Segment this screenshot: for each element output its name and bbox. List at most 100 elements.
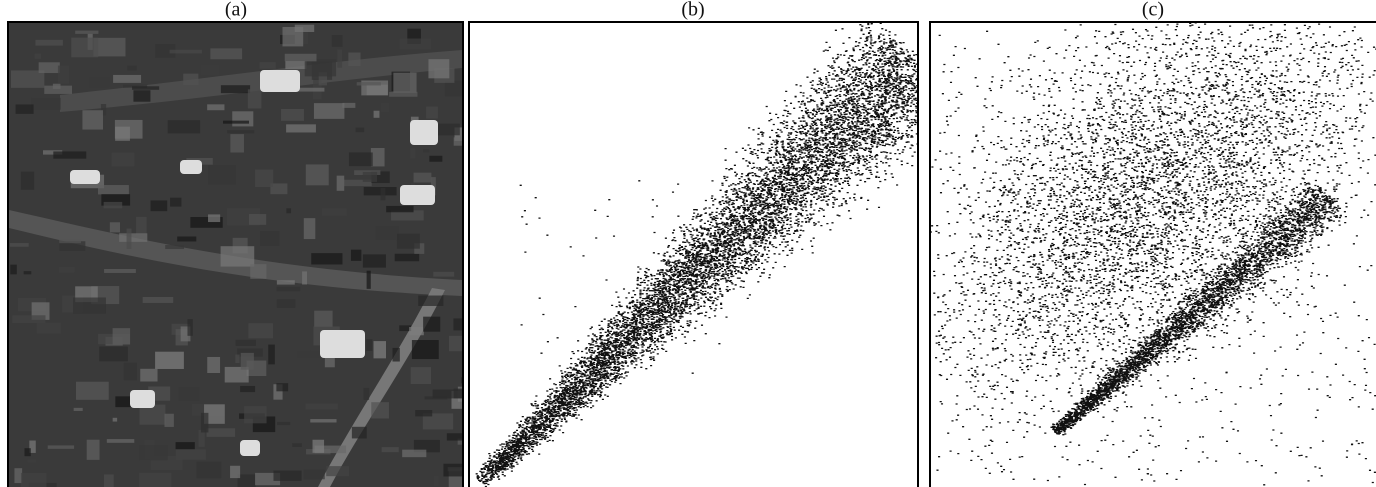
road	[318, 288, 445, 487]
image-patch	[183, 73, 199, 86]
image-patch	[115, 126, 130, 141]
image-highlight	[260, 70, 300, 92]
scatter-texture	[475, 23, 917, 487]
image-patch	[198, 429, 205, 447]
image-patch	[206, 428, 236, 437]
image-patch	[424, 396, 448, 400]
image-patch	[392, 347, 400, 362]
image-highlight	[70, 170, 100, 184]
image-patch	[270, 183, 288, 195]
image-patch	[433, 475, 439, 487]
image-patch	[276, 299, 296, 308]
image-patch	[432, 389, 462, 399]
image-patch	[249, 214, 267, 225]
image-patch	[58, 266, 75, 273]
image-patch	[76, 381, 109, 400]
image-patch	[366, 270, 371, 289]
image-patch	[71, 37, 99, 58]
image-patch	[409, 327, 424, 336]
image-patch	[167, 120, 201, 134]
image-patch	[411, 340, 439, 360]
image-patch	[313, 103, 345, 119]
image-patch	[10, 264, 17, 275]
image-highlight	[400, 185, 435, 205]
image-patch	[75, 30, 99, 34]
image-patch	[284, 53, 317, 62]
panel-label: (a)	[225, 0, 247, 21]
image-patch	[448, 335, 462, 352]
image-patch	[371, 171, 390, 184]
image-patch	[375, 225, 399, 241]
image-patch	[132, 86, 160, 90]
image-patch	[276, 421, 291, 426]
image-patch	[111, 152, 135, 167]
image-patch	[240, 352, 254, 370]
image-patch	[208, 165, 237, 185]
image-patch	[112, 328, 131, 345]
image-patch	[362, 254, 386, 268]
image-patch	[422, 413, 454, 430]
image-patch	[155, 44, 176, 58]
image-patch	[446, 433, 462, 441]
panel-frame	[929, 21, 1376, 487]
image-patch	[413, 439, 440, 453]
image-patch	[210, 48, 243, 60]
image-patch	[119, 233, 148, 242]
image-patch	[44, 85, 73, 94]
panel-label: (b)	[681, 0, 704, 21]
image-patch	[164, 413, 174, 427]
image-patch	[380, 187, 386, 201]
image-patch	[142, 297, 174, 303]
image-highlight	[130, 390, 155, 408]
image-highlight	[320, 330, 365, 358]
image-patch	[247, 89, 262, 109]
image-patch	[230, 134, 244, 153]
image-patch	[100, 104, 107, 116]
image-patch	[337, 49, 343, 68]
image-patch	[453, 318, 462, 331]
image-patch	[389, 91, 418, 97]
image-patch	[250, 264, 267, 279]
image-patch	[15, 104, 34, 114]
image-patch	[410, 367, 432, 385]
image-patch	[112, 417, 118, 422]
image-patch	[331, 35, 343, 47]
image-patch	[294, 87, 325, 92]
image-patch	[436, 123, 460, 136]
image-patch	[373, 110, 380, 118]
image-patch	[34, 53, 42, 59]
image-patch	[303, 218, 316, 240]
image-patch	[208, 214, 221, 223]
image-patch	[93, 37, 126, 57]
image-patch	[235, 354, 240, 364]
image-patch	[200, 64, 220, 76]
image-patch	[53, 151, 87, 159]
image-patch	[292, 443, 302, 447]
image-patch	[381, 447, 399, 453]
panel-frame	[7, 21, 464, 487]
image-patch	[115, 396, 132, 408]
image-patch	[36, 322, 61, 334]
image-patch	[165, 244, 185, 250]
image-patch	[248, 323, 273, 339]
image-patch	[190, 217, 223, 228]
image-patch	[240, 385, 256, 393]
image-patch	[103, 474, 114, 487]
road	[9, 210, 462, 296]
image-patch	[27, 459, 37, 463]
image-patch	[220, 246, 255, 267]
image-patch	[453, 137, 462, 146]
image-patch	[57, 65, 70, 84]
image-patch	[366, 339, 373, 351]
image-patch	[35, 39, 63, 46]
image-patch	[321, 208, 347, 216]
image-patch	[399, 325, 412, 332]
image-patch	[86, 439, 100, 460]
image-patch	[286, 124, 316, 133]
image-patch	[170, 197, 182, 207]
image-patch	[187, 319, 193, 336]
image-patch	[318, 72, 327, 86]
image-patch	[461, 377, 462, 384]
image-patch	[457, 438, 462, 445]
